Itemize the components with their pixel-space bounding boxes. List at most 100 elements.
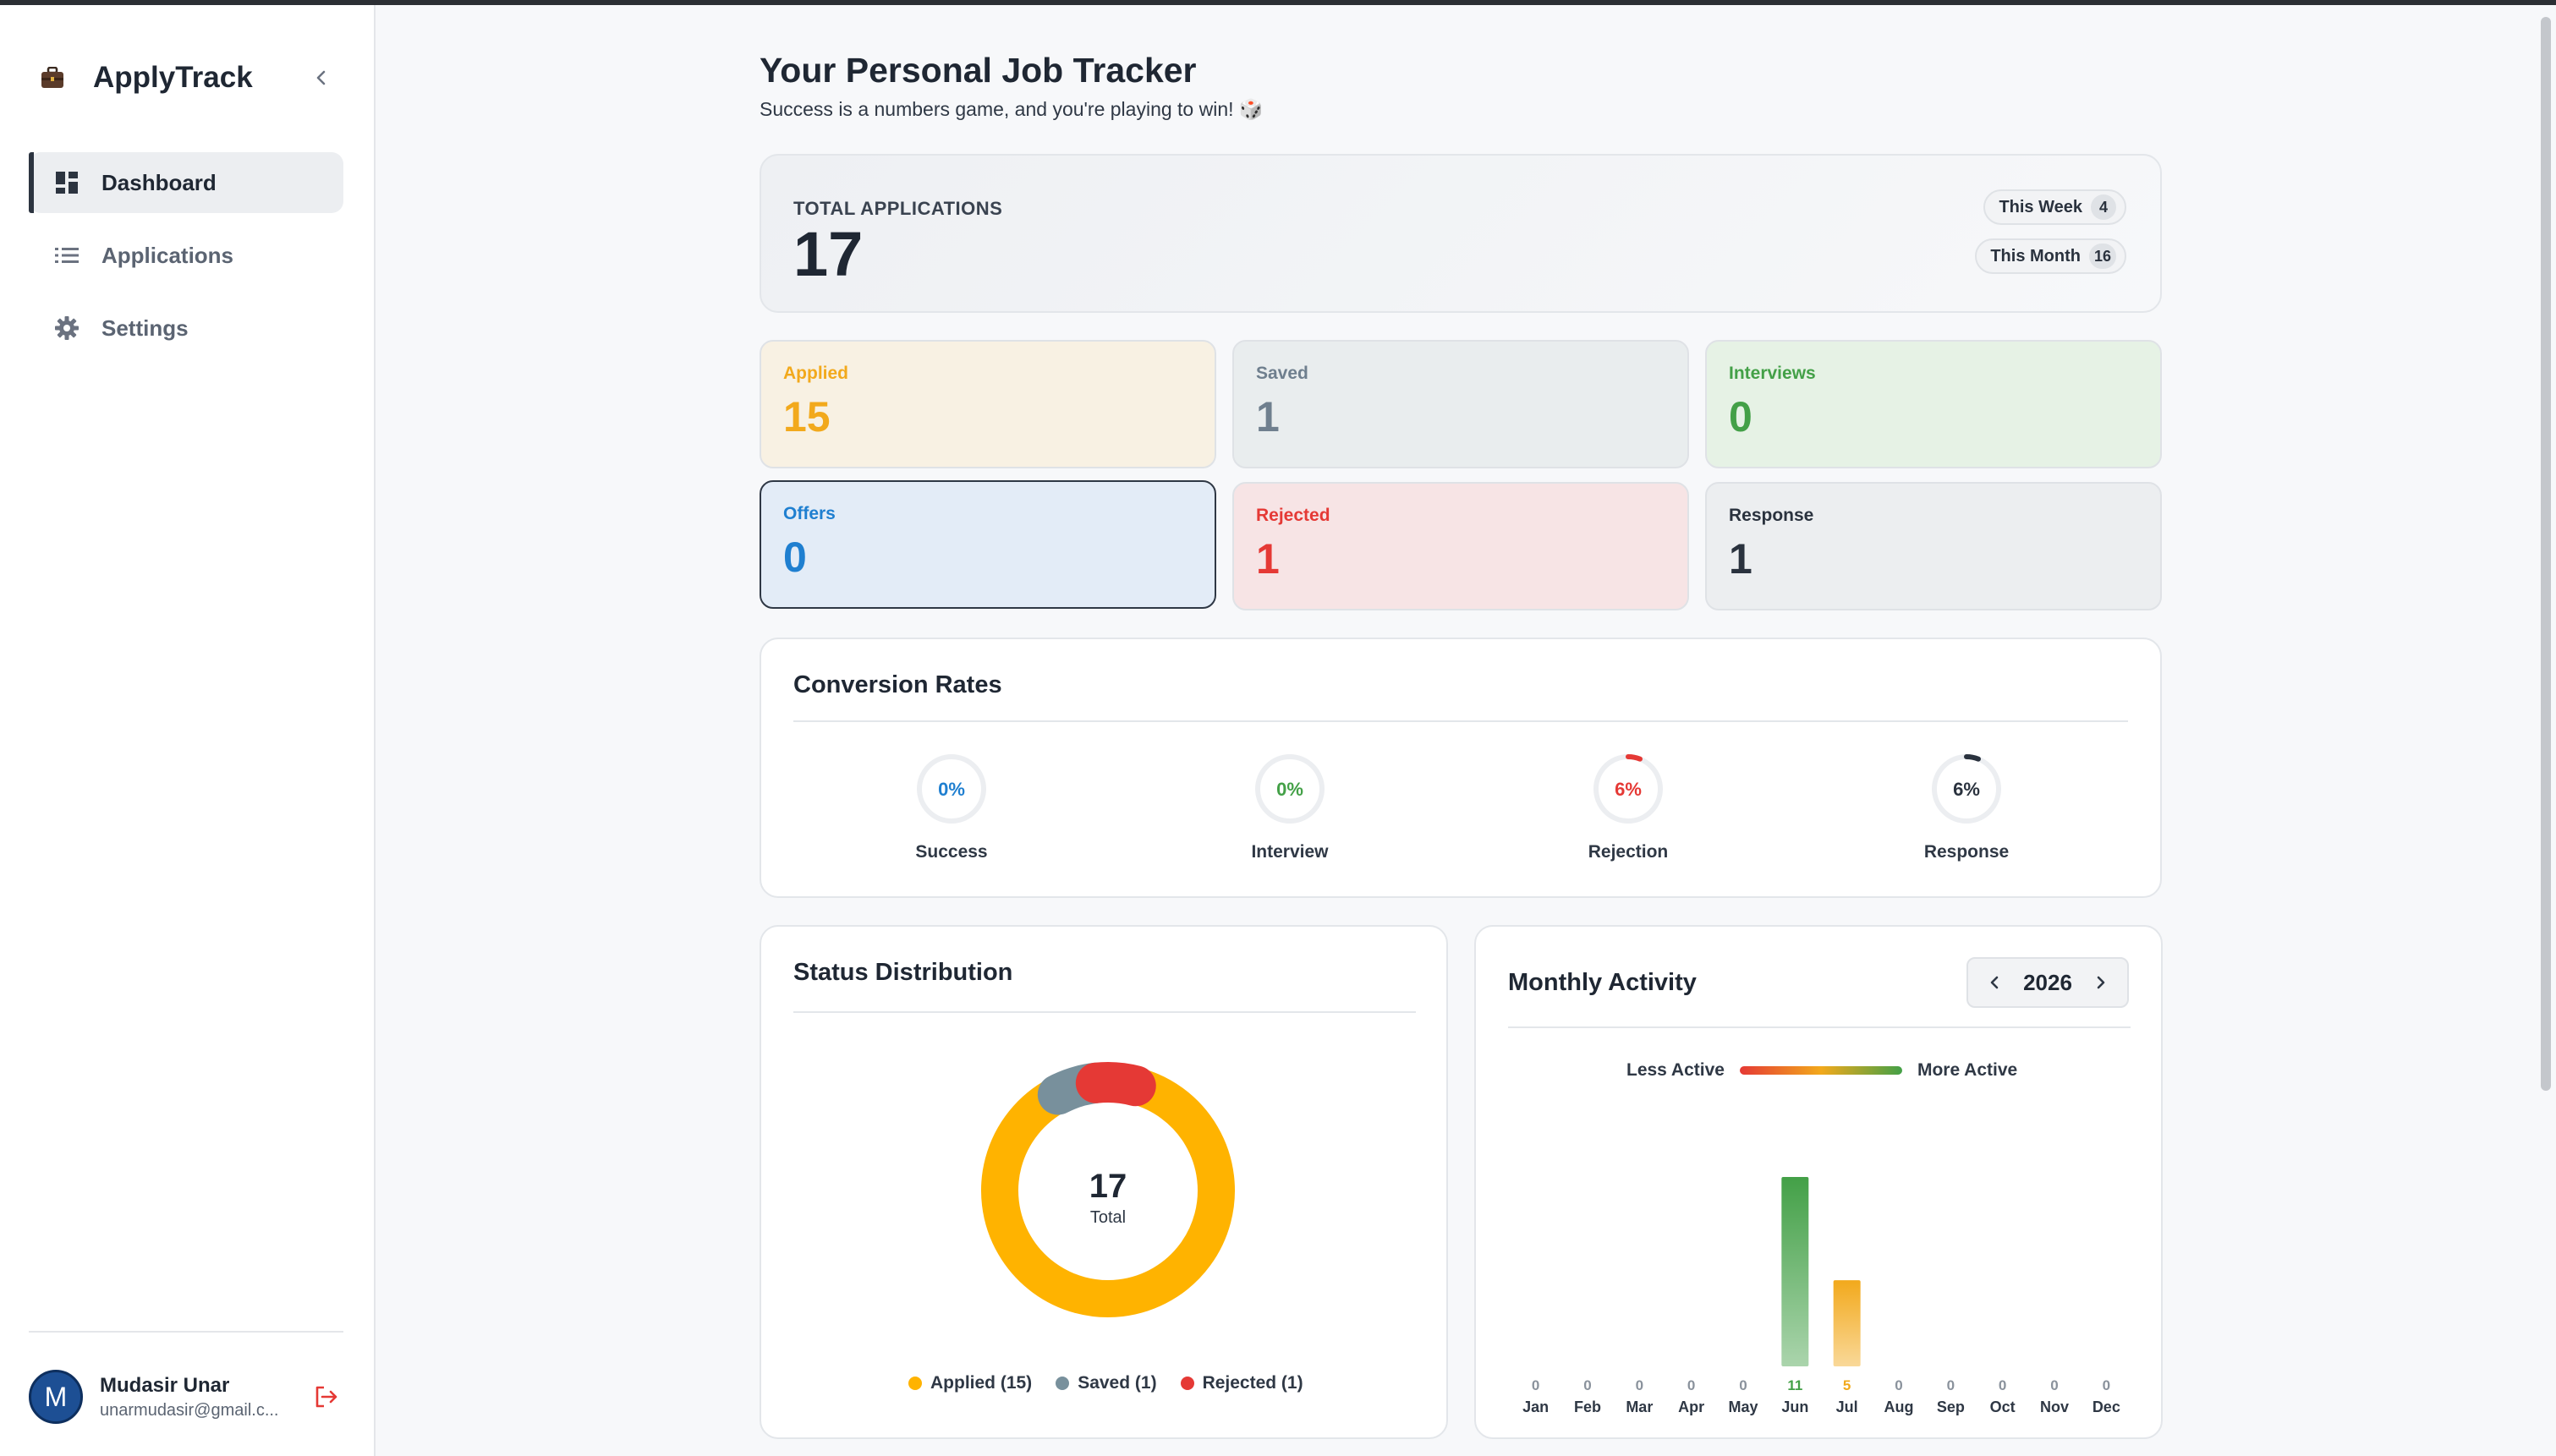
legend-label: Saved (1): [1078, 1373, 1157, 1393]
stat-value: 1: [1256, 393, 1280, 441]
rate-label: Success: [915, 842, 988, 862]
bar-value-label: 0: [1739, 1377, 1747, 1393]
legend-label: Applied (15): [930, 1373, 1033, 1393]
sidebar-item-label: Dashboard: [101, 169, 217, 195]
next-year-button[interactable]: [2088, 970, 2114, 995]
monthly-activity-chart: 0 Jan 0 Feb 0 Mar 0 Apr 0 May 11 Jun 5 Jul 0 Aug 0 Sep 0 Oc…: [1522, 1177, 2120, 1415]
bar-value-label: 5: [1843, 1377, 1851, 1393]
month-tick-label: May: [1728, 1399, 1758, 1415]
bar-value-label: 0: [1583, 1377, 1591, 1393]
progress-ring: 0%: [1255, 754, 1325, 824]
this-month-badge[interactable]: This Month 16: [1975, 238, 2126, 274]
month-tick-label: Aug: [1884, 1399, 1914, 1415]
donut-slice-saved[interactable]: [973, 1055, 1243, 1326]
month-tick-label: Mar: [1626, 1399, 1653, 1415]
progress-ring: 6%: [1593, 754, 1663, 824]
sidebar-item-label: Applications: [101, 242, 234, 268]
total-applications-value: 17: [793, 219, 864, 289]
donut-total-label: Total: [1090, 1208, 1126, 1227]
stat-label: Response: [1729, 506, 1814, 525]
total-applications-label: TOTAL APPLICATIONS: [793, 198, 1003, 219]
stat-card-rejected[interactable]: Rejected 1: [1232, 482, 1689, 610]
stat-card-response[interactable]: Response 1: [1705, 482, 2162, 610]
stat-card-saved[interactable]: Saved 1: [1232, 340, 1689, 468]
list-icon: [52, 241, 81, 270]
section-divider: [793, 720, 2128, 722]
previous-year-button[interactable]: [1982, 970, 2007, 995]
monthly-activity-title: Monthly Activity: [1508, 969, 1697, 996]
month-tick-label: Apr: [1678, 1399, 1704, 1415]
progress-ring-fill: [1593, 754, 1663, 824]
activity-legend: Less Active More Active: [1626, 1060, 2017, 1081]
conversion-rate-interview: 0% Interview: [1205, 753, 1374, 862]
stat-value: 15: [783, 393, 831, 441]
donut-total-value: 17: [1089, 1168, 1127, 1205]
donut-slice-rejected[interactable]: [979, 1061, 1237, 1319]
page-subtitle: Success is a numbers game, and you're pl…: [760, 98, 1264, 120]
legend-item-saved[interactable]: Saved (1): [1056, 1373, 1157, 1393]
sidebar-divider: [29, 1331, 343, 1333]
legend-item-applied[interactable]: Applied (15): [908, 1373, 1032, 1393]
month-tick-label: Jul: [1836, 1399, 1858, 1415]
legend-item-rejected[interactable]: Rejected (1): [1180, 1373, 1303, 1393]
progress-ring-fill: [1932, 754, 2001, 824]
this-week-badge[interactable]: This Week 4: [1983, 189, 2126, 225]
stat-value: 1: [1729, 535, 1752, 583]
stat-card-interviews[interactable]: Interviews 0: [1705, 340, 2162, 468]
sidebar-item-label: Settings: [101, 315, 189, 341]
bar-jul[interactable]: [1833, 1280, 1861, 1366]
monthly-activity-card: Monthly Activity 2026 Less Active More A…: [1474, 925, 2163, 1439]
stat-value: 0: [1729, 393, 1752, 441]
user-profile[interactable]: M Mudasir Unar unarmudasir@gmail.c...: [29, 1368, 343, 1426]
activity-gradient-scale: [1739, 1066, 1902, 1075]
logout-icon: [315, 1386, 337, 1408]
logout-button[interactable]: [310, 1380, 343, 1414]
bar-value-label: 0: [1895, 1377, 1902, 1393]
avatar: M: [29, 1370, 83, 1424]
page-title: Your Personal Job Tracker: [760, 51, 1197, 90]
month-tick-label: Jan: [1522, 1399, 1549, 1415]
stat-label: Applied: [783, 364, 848, 383]
stat-card-applied[interactable]: Applied 15: [760, 340, 1216, 468]
year-selector: 2026: [1966, 957, 2129, 1008]
progress-ring-track: [1255, 754, 1325, 824]
stat-value: 0: [783, 534, 807, 581]
bar-value-label: 0: [1636, 1377, 1643, 1393]
stat-card-offers[interactable]: Offers 0: [760, 480, 1216, 609]
month-tick-label: Jun: [1781, 1399, 1808, 1415]
sidebar-item-applications[interactable]: Applications: [29, 225, 343, 286]
status-legend: Applied (15) Saved (1) Rejected (1): [908, 1373, 1327, 1393]
less-active-label: Less Active: [1626, 1060, 1725, 1080]
collapse-sidebar-button[interactable]: [304, 61, 338, 95]
brand[interactable]: ApplyTrack: [29, 54, 253, 101]
rate-value: 6%: [1615, 779, 1642, 800]
stat-label: Saved: [1256, 364, 1308, 383]
stat-value: 1: [1256, 535, 1280, 583]
app-title: ApplyTrack: [93, 61, 253, 94]
bar-value-label: 0: [1687, 1377, 1695, 1393]
bar-jun[interactable]: [1781, 1177, 1809, 1366]
conversion-rate-success: 0% Success: [867, 753, 1036, 862]
month-tick-label: Sep: [1937, 1399, 1965, 1415]
legend-dot: [1056, 1377, 1070, 1390]
month-tick-label: Oct: [1990, 1399, 2016, 1415]
progress-ring-track: [917, 754, 986, 824]
rate-value: 0%: [938, 779, 965, 800]
bar-value-label: 0: [2050, 1377, 2058, 1393]
sidebar-item-dashboard[interactable]: Dashboard: [29, 152, 343, 213]
status-distribution-title: Status Distribution: [793, 959, 1013, 986]
page-scrollbar[interactable]: [2541, 17, 2551, 1091]
total-applications-card: TOTAL APPLICATIONS 17 This Week 4 This M…: [760, 154, 2162, 313]
this-month-label: This Month: [1990, 246, 2081, 265]
stat-label: Rejected: [1256, 506, 1330, 525]
rate-label: Interview: [1251, 842, 1329, 862]
chevron-left-icon: [1990, 976, 1999, 989]
user-name: Mudasir Unar: [100, 1373, 230, 1397]
bar-value-label: 0: [1532, 1377, 1539, 1393]
stat-label: Interviews: [1729, 364, 1816, 383]
bar-value-label: 0: [1947, 1377, 1955, 1393]
chevron-right-icon: [2097, 976, 2105, 989]
sidebar-item-settings[interactable]: Settings: [29, 298, 343, 359]
conversion-rate-response: 6% Response: [1882, 753, 2051, 862]
bar-value-label: 0: [2103, 1377, 2110, 1393]
